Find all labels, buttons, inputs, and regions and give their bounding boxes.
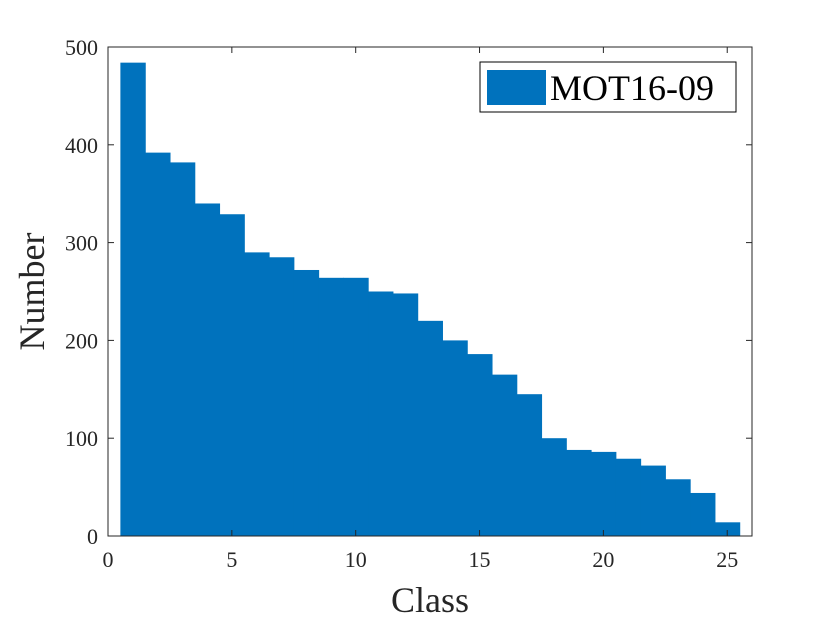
histogram-bar (541, 438, 567, 536)
y-tick-label: 200 (65, 328, 98, 353)
x-tick-label: 20 (592, 547, 614, 572)
histogram-bar (467, 354, 493, 536)
y-axis-label: Number (12, 233, 52, 351)
histogram-bar (442, 340, 468, 536)
y-tick-label: 100 (65, 426, 98, 451)
histogram-bar (293, 269, 320, 536)
legend: MOT16-09 (479, 61, 737, 113)
ticks-layer: 0 5 10 15 20 25 0 100 200 300 400 500 (65, 35, 752, 572)
x-tick-label: 25 (716, 547, 738, 572)
histogram-bar (219, 214, 245, 536)
histogram-bar (566, 449, 592, 536)
histogram-bar (392, 293, 419, 536)
x-tick-label: 5 (226, 547, 237, 572)
y-tick-label: 300 (65, 231, 98, 256)
histogram-bar (516, 394, 543, 536)
histogram-bar (169, 162, 196, 537)
y-tick-label: 500 (65, 35, 98, 60)
histogram-bar (591, 451, 617, 536)
histogram-bar (417, 320, 443, 536)
histogram-bar (714, 522, 741, 536)
histogram-bar (640, 465, 666, 536)
x-tick-label: 15 (469, 547, 491, 572)
x-tick-label: 0 (103, 547, 114, 572)
histogram-bar (269, 257, 295, 536)
axes-box (107, 46, 753, 537)
histogram-bar (145, 152, 171, 536)
y-tick-label: 400 (65, 133, 98, 158)
histogram-bar (194, 203, 221, 537)
x-tick-label: 10 (345, 547, 367, 572)
histogram-bar (120, 62, 146, 536)
legend-label: MOT16-09 (550, 68, 714, 108)
histogram-bar (615, 458, 642, 536)
legend-swatch (487, 70, 546, 105)
histogram-bar (491, 374, 518, 536)
x-axis-label: Class (391, 580, 469, 620)
histogram-bar (665, 479, 691, 536)
y-tick-label: 0 (87, 524, 98, 549)
histogram-bar (318, 277, 344, 536)
bars-layer (120, 62, 741, 537)
histogram-bar (690, 492, 716, 536)
histogram-bar (343, 277, 369, 536)
histogram-bar (368, 291, 394, 536)
histogram-bar (244, 252, 270, 536)
